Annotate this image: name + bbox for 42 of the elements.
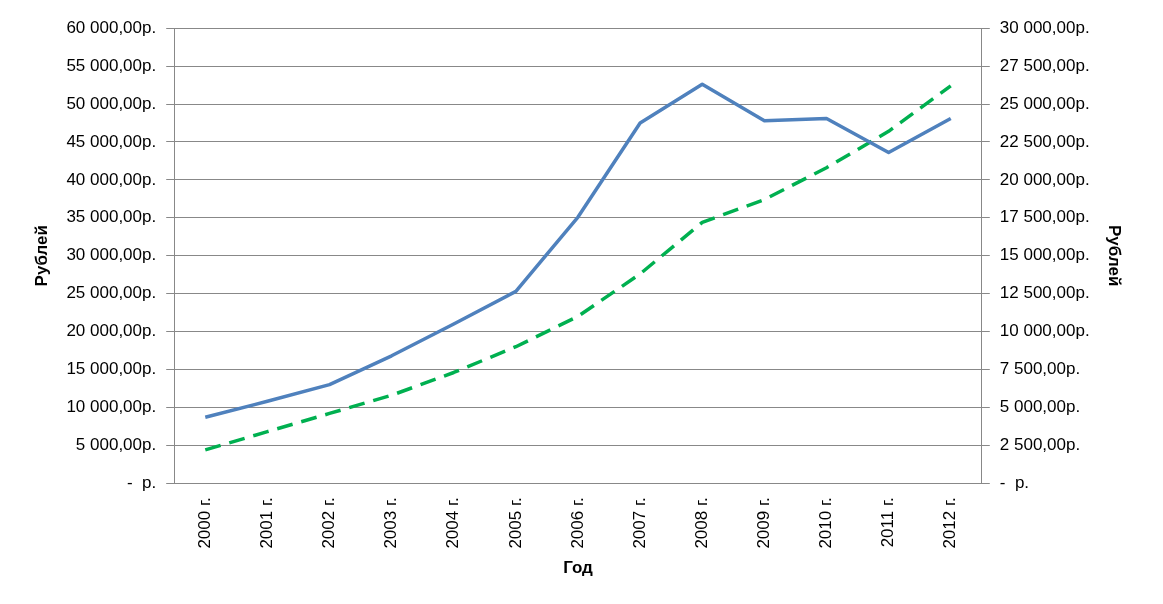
y2-tick-label: 25 000,00р. [999,93,1090,113]
x-tick-label: 2012 г. [940,497,960,549]
y-tick-label: 20 000,00р. [66,321,157,341]
y2-tick-label: 7 500,00р. [999,359,1081,379]
x-tick-label: 2009 г. [754,497,774,549]
x-tick-label: 2006 г. [567,497,587,549]
x-tick-label: 2011 г. [878,497,898,548]
x-tick-label: 2001 г. [257,497,277,549]
x-tick-label: 2003 г. [381,497,401,549]
y-tick-label: - р. [126,472,157,492]
y-tick-label: 45 000,00р. [66,131,157,151]
y-tick-label: 55 000,00р. [66,55,157,75]
y2-tick-label: 12 500,00р. [999,283,1090,303]
y2-axis-title: Рублей [1105,225,1125,287]
x-tick-label: 2002 г. [319,497,339,549]
y2-tick-label: 2 500,00р. [999,434,1081,454]
x-tick-label: 2010 г. [816,497,836,549]
y2-tick-label: - р. [999,472,1030,492]
y-tick-label: 40 000,00р. [66,169,157,189]
y-tick-label: 30 000,00р. [66,245,157,265]
x-tick-label: 2000 г. [194,497,214,549]
y2-tick-label: 20 000,00р. [999,169,1090,189]
y2-tick-label: 15 000,00р. [999,245,1090,265]
y2-tick-label: 10 000,00р. [999,321,1090,341]
y2-tick-label: 30 000,00р. [999,17,1090,37]
y-tick-label: 25 000,00р. [66,283,157,303]
y-tick-label: 60 000,00р. [66,17,157,37]
y-tick-label: 50 000,00р. [66,93,157,113]
x-tick-label: 2007 г. [629,497,649,549]
y2-tick-label: 5 000,00р. [999,397,1081,417]
x-axis-title: Год [563,558,594,578]
y-tick-label: 35 000,00р. [66,207,157,227]
y-axis-title: Рублей [31,225,51,287]
x-tick-label: 2005 г. [505,497,525,549]
y2-tick-label: 17 500,00р. [999,207,1090,227]
y2-tick-label: 27 500,00р. [999,55,1090,75]
y2-tick-label: 22 500,00р. [999,131,1090,151]
y-tick-label: 15 000,00р. [66,359,157,379]
y-tick-label: 10 000,00р. [66,397,157,417]
x-tick-label: 2008 г. [691,497,711,549]
x-tick-label: 2004 г. [443,497,463,549]
y-tick-label: 5 000,00р. [75,434,157,454]
